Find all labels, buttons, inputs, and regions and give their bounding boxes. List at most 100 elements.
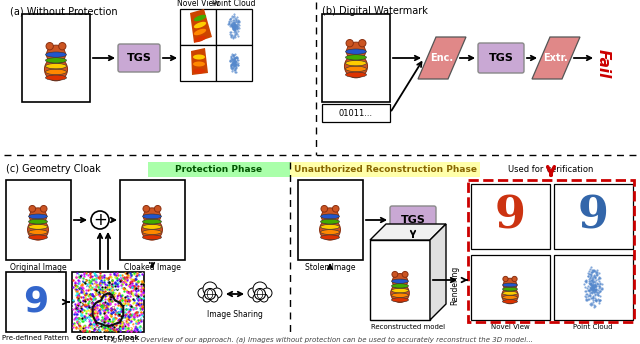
Bar xyxy=(471,255,550,320)
Text: Point Cloud: Point Cloud xyxy=(212,0,256,8)
Circle shape xyxy=(392,271,398,277)
Circle shape xyxy=(210,294,218,302)
Text: Reconstructed model: Reconstructed model xyxy=(371,324,445,330)
Text: 9: 9 xyxy=(24,285,49,319)
Circle shape xyxy=(29,208,47,225)
Text: Protection Phase: Protection Phase xyxy=(175,164,262,173)
Circle shape xyxy=(321,208,339,225)
Text: (b) Digital Watermark: (b) Digital Watermark xyxy=(322,6,428,16)
Bar xyxy=(180,9,216,45)
Circle shape xyxy=(262,288,272,298)
Text: Novel View: Novel View xyxy=(491,324,529,330)
Text: TGS: TGS xyxy=(127,53,152,63)
Bar xyxy=(290,162,480,177)
Polygon shape xyxy=(370,224,446,240)
Bar xyxy=(72,272,144,332)
Text: Novel View: Novel View xyxy=(177,0,219,8)
Bar xyxy=(6,180,71,260)
Circle shape xyxy=(390,284,410,302)
Circle shape xyxy=(357,49,360,52)
Ellipse shape xyxy=(45,75,67,80)
Ellipse shape xyxy=(29,225,47,229)
Circle shape xyxy=(346,40,353,47)
Text: TGS: TGS xyxy=(488,53,513,63)
Ellipse shape xyxy=(143,235,161,240)
Ellipse shape xyxy=(392,298,408,302)
Circle shape xyxy=(46,43,53,50)
Ellipse shape xyxy=(502,295,518,299)
Circle shape xyxy=(401,279,403,281)
Ellipse shape xyxy=(502,287,518,291)
Circle shape xyxy=(91,211,109,229)
Text: Point Cloud: Point Cloud xyxy=(573,324,612,330)
Circle shape xyxy=(203,294,211,302)
Ellipse shape xyxy=(392,293,408,297)
Circle shape xyxy=(57,52,60,55)
Text: 9: 9 xyxy=(577,194,609,237)
Circle shape xyxy=(143,205,150,212)
Text: 9: 9 xyxy=(495,194,525,237)
Text: Pre-defined Pattern: Pre-defined Pattern xyxy=(3,335,70,341)
Text: Figure 1: Overview of our approach. (a) Images without protection can be used to: Figure 1: Overview of our approach. (a) … xyxy=(107,336,533,343)
Bar xyxy=(322,14,390,102)
Circle shape xyxy=(154,205,161,212)
Bar xyxy=(554,255,633,320)
Bar xyxy=(120,180,185,260)
Circle shape xyxy=(40,205,47,212)
Ellipse shape xyxy=(143,214,161,219)
Circle shape xyxy=(29,205,36,212)
Ellipse shape xyxy=(29,214,47,219)
Ellipse shape xyxy=(193,62,205,66)
Circle shape xyxy=(358,40,366,47)
Bar xyxy=(322,104,390,122)
Circle shape xyxy=(153,214,155,217)
Ellipse shape xyxy=(346,61,367,66)
Text: 01011...: 01011... xyxy=(339,108,373,118)
Ellipse shape xyxy=(321,235,339,240)
Ellipse shape xyxy=(502,283,518,287)
Ellipse shape xyxy=(321,214,339,219)
Text: (c) Geometry Cloak: (c) Geometry Cloak xyxy=(6,164,100,174)
Ellipse shape xyxy=(346,55,367,60)
Polygon shape xyxy=(418,37,466,79)
Circle shape xyxy=(346,42,365,61)
Bar xyxy=(468,180,634,322)
Text: Fail: Fail xyxy=(595,49,611,79)
Circle shape xyxy=(253,282,267,296)
Circle shape xyxy=(321,205,328,212)
Text: Geometry Cloak: Geometry Cloak xyxy=(76,335,140,341)
Ellipse shape xyxy=(392,288,408,293)
Bar xyxy=(216,45,252,81)
Text: Stolen Image: Stolen Image xyxy=(305,263,355,272)
Ellipse shape xyxy=(321,219,339,224)
Text: Original Image: Original Image xyxy=(10,263,67,272)
Ellipse shape xyxy=(143,225,161,229)
Text: Enc.: Enc. xyxy=(431,53,454,63)
Ellipse shape xyxy=(194,36,206,42)
Bar xyxy=(554,184,633,249)
Ellipse shape xyxy=(45,64,67,69)
Circle shape xyxy=(59,43,66,50)
Ellipse shape xyxy=(346,66,367,72)
Circle shape xyxy=(344,55,367,78)
Circle shape xyxy=(198,288,208,298)
Circle shape xyxy=(392,273,408,289)
Text: (a) Without Protection: (a) Without Protection xyxy=(10,6,118,16)
Ellipse shape xyxy=(143,230,161,235)
Ellipse shape xyxy=(502,300,518,303)
Text: Cloaked Image: Cloaked Image xyxy=(124,263,180,272)
Bar xyxy=(471,184,550,249)
Circle shape xyxy=(141,219,163,240)
FancyBboxPatch shape xyxy=(390,206,436,234)
Ellipse shape xyxy=(45,52,67,57)
Circle shape xyxy=(39,214,41,217)
Text: Image Sharing: Image Sharing xyxy=(207,310,263,319)
Bar xyxy=(298,180,363,260)
Circle shape xyxy=(28,219,49,240)
Ellipse shape xyxy=(29,235,47,240)
Bar xyxy=(370,240,430,320)
Circle shape xyxy=(203,282,217,296)
Circle shape xyxy=(331,214,333,217)
Ellipse shape xyxy=(45,69,67,75)
Polygon shape xyxy=(430,224,446,320)
